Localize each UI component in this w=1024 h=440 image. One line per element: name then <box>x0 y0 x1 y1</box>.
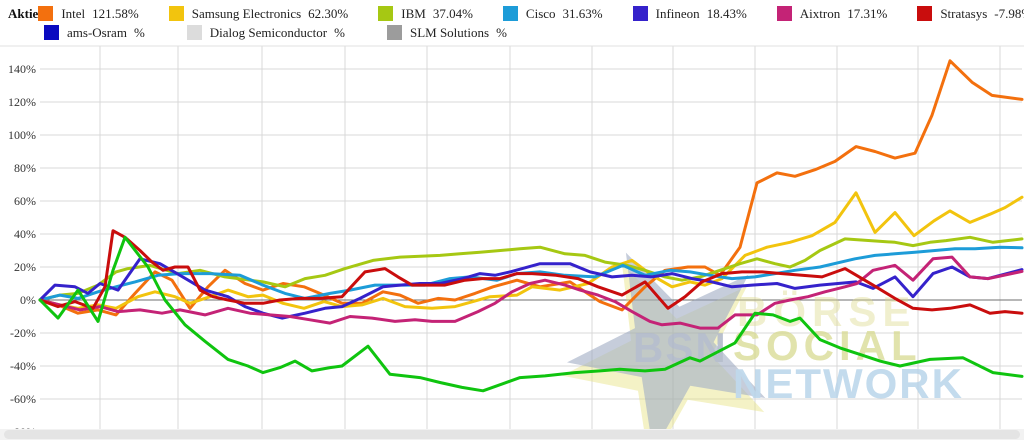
legend-item-cisco[interactable]: Cisco 31.63% <box>502 5 603 22</box>
legend-label: SLM Solutions <box>409 24 490 40</box>
legend-swatch-stratasys <box>917 6 933 21</box>
legend-value: 17.31% <box>847 5 888 21</box>
legend-value: % <box>496 24 507 40</box>
legend-row-2: ams-Osram% Dialog Semiconductor% SLM Solut… <box>0 23 1024 42</box>
star-icon <box>567 252 766 440</box>
y-axis-tick-label: 60% <box>14 194 36 208</box>
y-axis-tick-label: 100% <box>8 128 36 142</box>
legend-label: Samsung Electronics <box>191 5 302 21</box>
legend-item-intel[interactable]: Intel 121.58% <box>38 5 139 22</box>
y-axis-tick-label: 120% <box>8 95 36 109</box>
legend-value: 37.04% <box>432 5 473 21</box>
legend-label: Aixtron <box>799 5 841 21</box>
legend-swatch-cisco <box>502 6 518 21</box>
legend-item-infineon[interactable]: Infineon 18.43% <box>632 5 747 22</box>
legend-value: -7.98% <box>994 5 1024 21</box>
legend-item-samsung[interactable]: Samsung Electronics 62.30% <box>168 5 349 22</box>
legend-swatch-dialog <box>186 25 202 40</box>
series-line-samsung <box>38 191 1024 310</box>
series-lines <box>38 59 1024 393</box>
series-line-ibm <box>38 235 1024 302</box>
legend-label: Dialog Semiconductor <box>209 24 328 40</box>
y-axis-tick-label: -20% <box>10 326 36 340</box>
legend-item-amsosram[interactable]: ams-Osram% <box>44 25 145 41</box>
y-axis-tick-label: 20% <box>14 260 36 274</box>
series-line-threed <box>38 235 1024 393</box>
legend-swatch-intel <box>38 6 54 21</box>
legend-swatch-slm <box>386 25 402 40</box>
legend-swatch-amsosram <box>44 25 59 40</box>
legend-value: 121.58% <box>92 5 139 21</box>
legend-item-slm[interactable]: SLM Solutions% <box>386 24 507 41</box>
scrollbar-thumb[interactable] <box>4 430 1020 439</box>
legend-swatch-samsung <box>168 6 184 21</box>
legend-value: % <box>334 24 345 40</box>
legend-value: 62.30% <box>308 5 349 21</box>
horizontal-scrollbar[interactable] <box>0 429 1024 440</box>
series-line-infineon <box>38 257 1024 320</box>
legend-label: ams-Osram <box>67 24 127 40</box>
series-line-intel <box>38 59 1024 317</box>
legend-label: Infineon <box>655 5 700 21</box>
y-axis-tick-label: 80% <box>14 161 36 175</box>
chart-legend: Aktie Intel 121.58% Samsung Electronics 62.… <box>0 0 1024 42</box>
legend-label: Intel <box>61 5 86 21</box>
y-axis-tick-label: 140% <box>8 62 36 76</box>
legend-swatch-aixtron <box>776 6 792 21</box>
legend-label: Stratasys <box>940 5 988 21</box>
legend-value: % <box>133 24 145 40</box>
y-axis-tick-label: 0% <box>20 293 36 307</box>
legend-label: IBM <box>401 5 426 21</box>
series-line-stratasys <box>38 229 1024 315</box>
watermark-text-bsn: BSN <box>633 324 728 371</box>
legend-swatch-ibm <box>378 6 394 21</box>
legend-item-stratasys[interactable]: Stratasys -7.98% <box>917 6 1024 22</box>
legend-swatch-infineon <box>632 6 648 21</box>
legend-item-dialog[interactable]: Dialog Semiconductor% <box>186 24 345 41</box>
gridlines: 140%120%100%80%60%40%20%0%-20%-40%-60%-8… <box>0 45 1024 439</box>
watermark-text-boerse: BÖRSE <box>737 288 916 335</box>
y-axis-tick-label: -40% <box>10 359 36 373</box>
y-axis-tick-label: 40% <box>14 227 36 241</box>
y-axis-tick-label: -60% <box>10 392 36 406</box>
legend-item-ibm[interactable]: IBM 37.04% <box>378 6 473 22</box>
series-line-aixtron <box>38 255 1024 330</box>
legend-title: Aktie <box>8 5 39 21</box>
legend-value: 18.43% <box>706 5 747 21</box>
legend-item-aixtron[interactable]: Aixtron 17.31% <box>776 5 888 22</box>
legend-value: 31.63% <box>562 5 603 21</box>
watermark-text-network: NETWORK <box>733 360 964 407</box>
legend-row-1: Aktie Intel 121.58% Samsung Electronics 62.… <box>0 4 1024 23</box>
legend-label: Cisco <box>525 5 556 21</box>
